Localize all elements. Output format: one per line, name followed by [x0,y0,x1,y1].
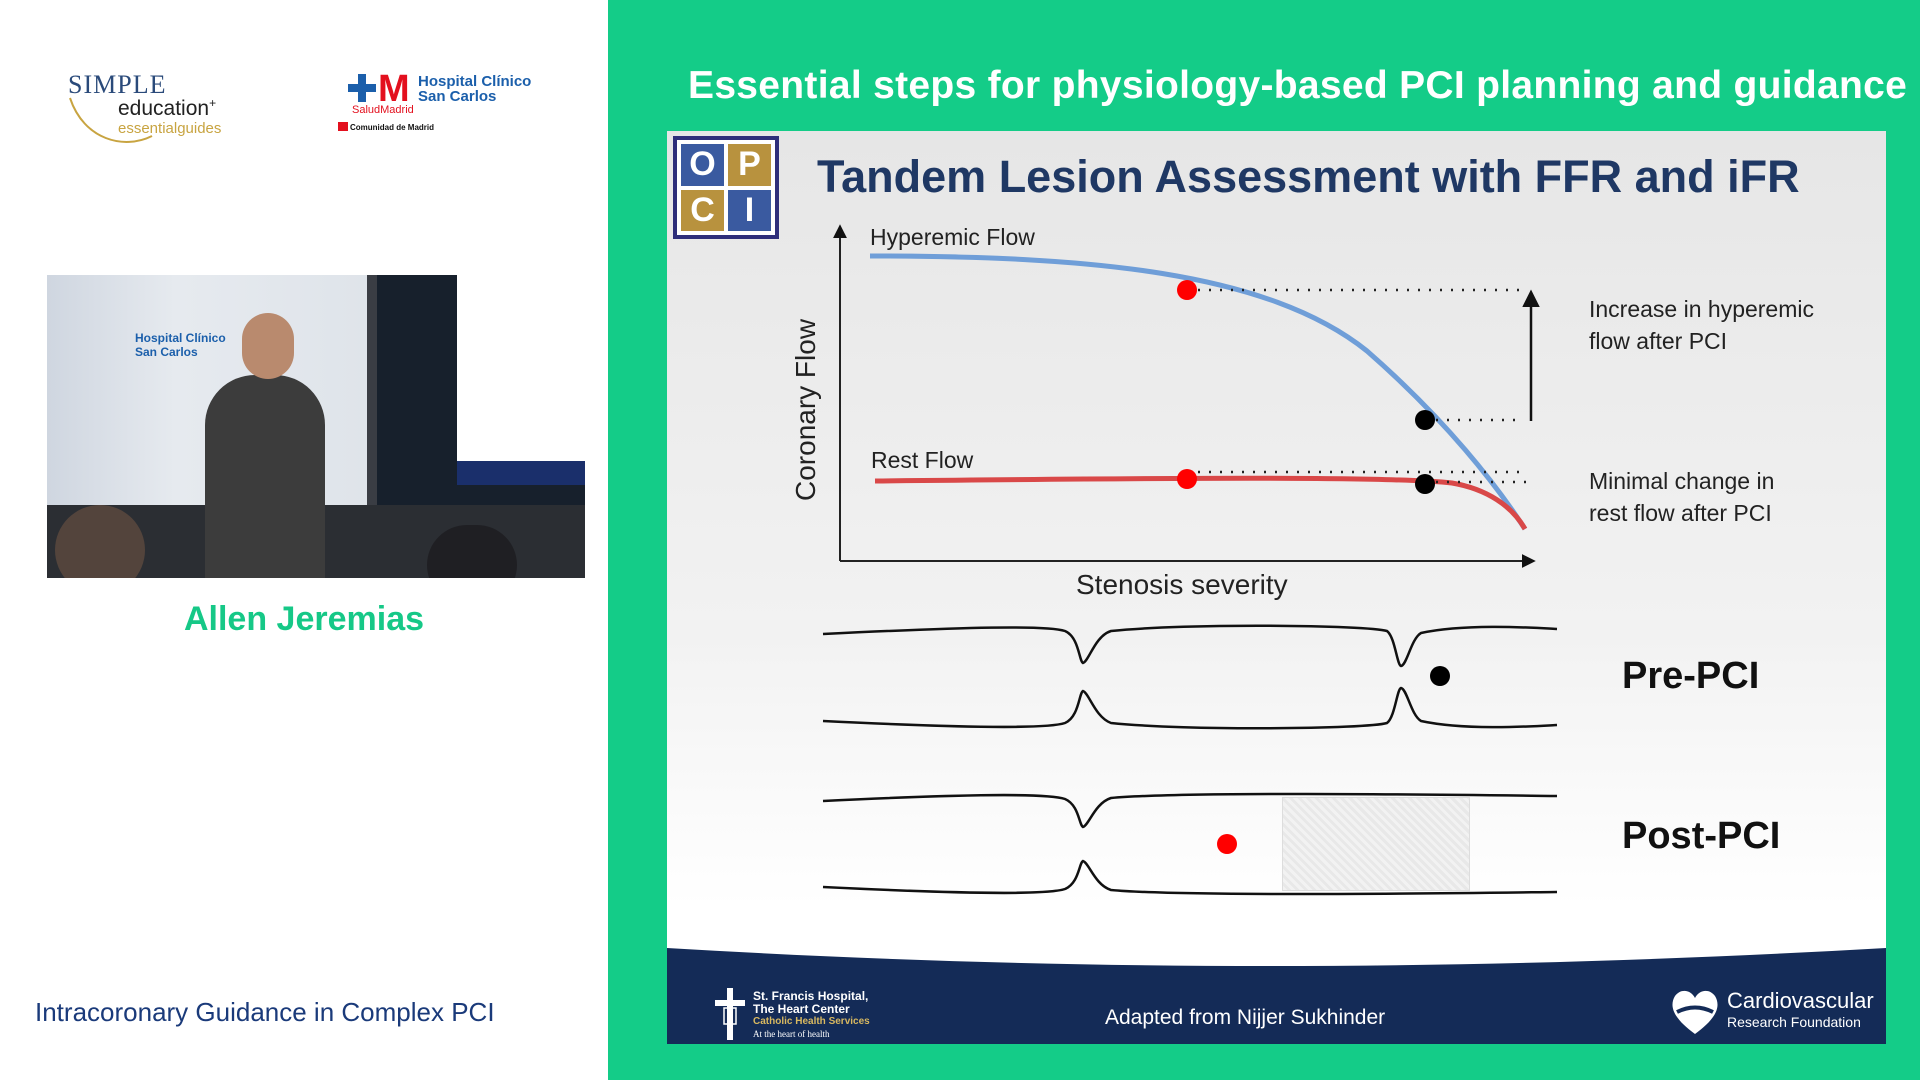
hospital-clinico-logo: M Hospital Clínico San Carlos SaludMadri… [336,68,546,140]
logo-guides-word: essentialguides [118,120,222,137]
rest-note-line1: Minimal change in [1589,468,1774,494]
post-pci-vessel-bottom-wall [822,859,1558,896]
rest-flow-label: Rest Flow [871,447,974,473]
left-panel: SIMPLE education+ essentialguides M Hosp… [0,0,608,1080]
opci-letter: O [681,144,724,186]
speaker-video[interactable]: Hospital Clínico San Carlos [47,275,585,578]
comunidad-madrid-text: Comunidad de Madrid [338,122,434,132]
stent-segment [1282,797,1470,891]
speaker-name: Allen Jeremias [183,600,425,638]
audience-head [55,505,145,578]
st-francis-cross-icon [715,988,745,1040]
post-pci-vessel-top-wall [822,792,1558,829]
st-francis-name: St. Francis Hospital, The Heart Center [753,989,869,1016]
presentation-header-title: Essential steps for physiology-based PCI… [688,64,1908,107]
video-screen-footer [457,461,585,485]
right-panel: Essential steps for physiology-based PCI… [608,0,1920,1080]
crf-heart-icon [1672,990,1718,1034]
hyperemic-note-line1: Increase in hyperemic [1589,296,1814,322]
video-screen-slide [457,275,585,475]
st-francis-logo: St. Francis Hospital, The Heart Center Ca… [715,988,895,1044]
footer-band [667,948,1886,1044]
opci-letter: C [681,189,724,231]
post-pci-label: Post-PCI [1622,815,1780,857]
simple-education-logo: SIMPLE education+ essentialguides [64,70,234,150]
rest-note-line2: rest flow after PCI [1589,500,1772,526]
opci-letter: I [728,189,771,231]
pre-pci-vessel-top-wall [822,624,1558,668]
hyperemic-flow-label: Hyperemic Flow [870,224,1035,250]
catholic-health-text: Catholic Health Services [753,1016,870,1027]
flow-diagram: Coronary Flow Stenosis severity Hyperemi… [790,224,1814,896]
slide-footer: St. Francis Hospital, The Heart Center Ca… [667,946,1886,1044]
opci-logo: O P C I [673,136,779,239]
rest-flow-curve [874,475,1528,531]
logo-education-word: education+ [118,96,217,120]
video-backdrop-sign: Hospital Clínico San Carlos [135,331,226,359]
slide-title: Tandem Lesion Assessment with FFR and iF… [817,151,1800,202]
opci-letter: P [728,144,771,186]
pre-pci-label: Pre-PCI [1622,655,1759,697]
pre-pci-pressure-marker [1430,666,1450,686]
hyperemic-flow-curve [869,253,1528,531]
course-title: Intracoronary Guidance in Complex PCI [35,997,495,1027]
post-pci-pressure-marker [1217,834,1237,854]
salud-madrid-text: SaludMadrid [352,104,414,116]
st-francis-tagline: At the heart of health [753,1029,830,1039]
presenter-figure [205,375,325,578]
x-axis-label: Stenosis severity [1076,569,1288,600]
hyperemic-post-marker [1415,410,1435,430]
hyperemic-pre-marker [1177,280,1197,300]
pre-pci-vessel-bottom-wall [822,686,1558,730]
slide-credit: Adapted from Nijjer Sukhinder [1105,1006,1386,1029]
crf-name-line2: Research Foundation [1727,1014,1861,1030]
rest-post-marker [1415,474,1435,494]
logo-simple-word: SIMPLE [68,70,167,99]
hyperemic-note-line2: flow after PCI [1589,328,1727,354]
hospital-name: Hospital Clínico San Carlos [418,73,532,105]
crf-logo: Cardiovascular Research Foundation [1667,984,1882,1040]
medical-cross-icon [348,74,376,102]
slide: O P C I Tandem Lesion Assessment with FF… [667,131,1886,1044]
crf-name-line1: Cardiovascular [1727,988,1874,1013]
y-axis-label: Coronary Flow [790,318,821,501]
madrid-m-icon: M [378,68,410,110]
audience-head [427,525,517,578]
presenter-head [242,313,294,379]
swoosh-icon [69,97,153,143]
rest-pre-marker [1177,469,1197,489]
